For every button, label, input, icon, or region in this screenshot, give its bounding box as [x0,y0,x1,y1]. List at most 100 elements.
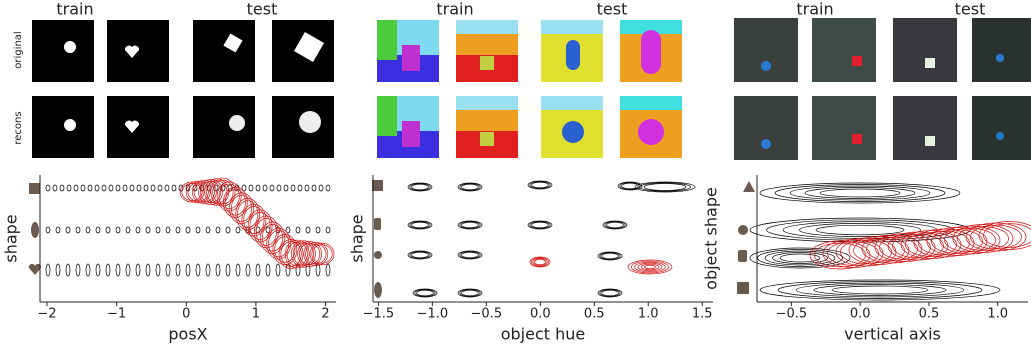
contour [46,227,50,233]
contour [66,264,70,276]
contour [76,227,80,233]
x-tick-label: 2 [321,307,329,322]
contour [196,264,200,276]
contour [820,189,900,197]
contour [602,253,619,259]
contour [291,185,295,191]
contour [832,286,928,294]
contour [248,210,272,242]
contour [530,222,550,229]
x-tick-label: 1.0 [987,307,1008,322]
train-label: train [796,0,833,19]
contour [287,242,307,266]
contour [223,187,247,217]
contour [96,227,100,233]
contour [635,262,666,272]
y-axis-label: object shape [702,187,721,290]
contour [207,181,227,204]
contour [46,264,50,276]
contour [206,264,210,276]
contour [284,185,288,191]
contour [312,245,332,263]
contour [306,227,310,233]
contour [130,185,134,191]
row-label: recons [13,111,24,144]
contour [102,185,106,191]
contour [216,264,220,276]
contour [462,222,479,228]
x-tick-label: −2 [37,307,56,322]
contour [67,185,71,191]
contour [236,227,240,233]
x-tick-label: 1.0 [638,307,659,322]
contour [144,185,148,191]
x-tick-label: 0.5 [584,307,605,322]
contour [116,227,120,233]
x-tick-label: −1.5 [363,307,395,322]
contour [106,264,110,276]
contour [984,224,1031,248]
contour [146,227,150,233]
contour [410,222,430,229]
contour [276,264,280,276]
contour [56,264,60,276]
contour [60,185,64,191]
contour [644,184,686,191]
contour [182,184,202,201]
x-tick-label: 0.0 [530,307,551,322]
contour [256,185,260,191]
image-grid [734,18,1031,160]
contour [605,222,625,229]
contour [532,222,549,228]
contour [136,264,140,276]
contour [790,186,930,200]
contour [312,185,316,191]
contour [186,227,190,233]
contour [166,264,170,276]
x-tick-label: 1 [252,307,260,322]
contour [535,259,546,265]
contour [460,184,480,191]
x-axis-label: posX [168,325,207,344]
contour [216,227,220,233]
x-tick-label: 0.5 [919,307,940,322]
contour [266,264,270,276]
contour [319,185,323,191]
contour [412,184,429,190]
contour [158,185,162,191]
contour [460,222,480,229]
contour [326,185,330,191]
figure: train test train test train test origina… [0,0,1031,345]
contour [76,264,80,276]
x-tick-label: −1 [107,307,126,322]
contour [412,222,429,228]
test-label: test [247,0,278,19]
contour [816,225,904,235]
contour [151,185,155,191]
contour [298,185,302,191]
contour [600,253,620,260]
contour [796,283,964,297]
y-axis-label: shape [348,214,367,262]
contour [176,227,180,233]
contour [299,243,319,264]
contour [296,227,300,233]
contour [273,235,297,265]
contour [270,185,274,191]
contour [460,290,480,297]
contour [95,185,99,191]
contour [620,183,640,190]
contour [53,185,57,191]
x-axis-label: object hue [501,325,586,344]
contour [462,290,479,296]
contour [462,184,479,190]
x-tick-label: −1.0 [417,307,449,322]
contour [96,264,100,276]
contour [74,185,78,191]
contour [530,182,550,189]
contour [156,227,160,233]
contour [600,290,620,297]
contour [263,185,267,191]
contour [172,185,176,191]
contour [123,185,127,191]
